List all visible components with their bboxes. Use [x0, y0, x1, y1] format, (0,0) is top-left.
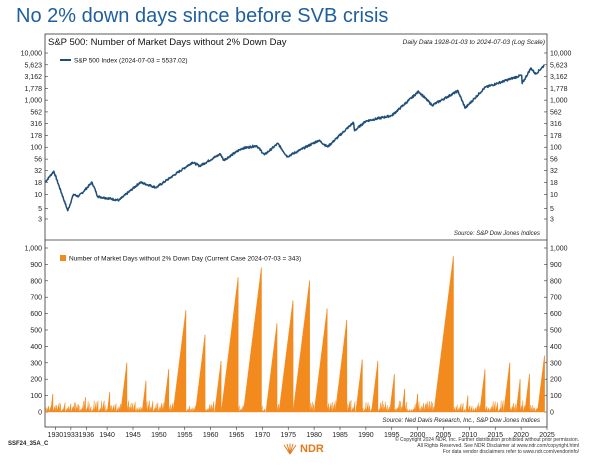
y-tick-label-left: 700 [30, 295, 42, 302]
y-tick-label-left: 100 [30, 145, 42, 152]
y-tick-label-left: 400 [30, 344, 42, 351]
x-tick-label: 2005 [436, 432, 452, 439]
x-tick-label: 1965 [229, 432, 245, 439]
legal-line: All Rights Reserved. See NDR Disclaimer … [417, 443, 579, 449]
x-tick-label: 2025 [539, 432, 555, 439]
y-tick-label-left: 18 [34, 180, 42, 187]
x-tick-label: 1985 [332, 432, 348, 439]
y-tick-label-left: 5,623 [24, 62, 42, 69]
chart-frame [44, 33, 548, 428]
y-tick-label-left: 562 [30, 109, 42, 116]
y-tick-label-left: 0 [38, 410, 42, 417]
y-tick-label-left: 56 [34, 157, 42, 164]
legal-line: For data vendor disclaimers refer to www… [442, 449, 579, 455]
x-tick-label: 1930 [48, 432, 64, 439]
y-tick-label-left: 500 [30, 328, 42, 335]
y-tick-label-right: 200 [550, 377, 562, 384]
y-tick-label-left: 1,000 [24, 246, 42, 253]
y-tick-label-right: 10 [550, 192, 558, 199]
x-tick-label: 1933 [63, 432, 79, 439]
y-tick-label-right: 562 [550, 109, 562, 116]
sp500-series-line [44, 64, 545, 212]
y-tick-label-right: 1,778 [550, 86, 568, 93]
y-tick-label-right: 316 [550, 121, 562, 128]
y-tick-label-left: 600 [30, 311, 42, 318]
ndr-logo: NDR [283, 443, 324, 455]
x-tick-label: 1995 [384, 432, 400, 439]
x-tick-label: 1955 [177, 432, 193, 439]
y-tick-label-right: 100 [550, 393, 562, 400]
y-tick-label-right: 900 [550, 262, 562, 269]
x-tick-label: 1970 [255, 432, 271, 439]
y-tick-label-left: 10,000 [21, 51, 43, 58]
logo-sunburst-icon [283, 443, 297, 455]
x-tick-label: 2020 [513, 432, 529, 439]
source-note-bars: Source: Ned Davis Research, Inc., S&P Do… [382, 418, 540, 424]
x-tick-label: 1960 [203, 432, 219, 439]
y-tick-label-left: 1,000 [24, 98, 42, 105]
x-tick-label: 1980 [306, 432, 322, 439]
y-tick-label-right: 300 [550, 360, 562, 367]
x-tick-label: 1990 [358, 432, 374, 439]
y-tick-label-right: 800 [550, 278, 562, 285]
chart-title: S&P 500: Number of Market Days without 2… [48, 37, 287, 48]
x-tick-label: 2000 [410, 432, 426, 439]
y-tick-label-left: 178 [30, 133, 42, 140]
y-tick-label-left: 32 [34, 168, 42, 175]
legend-swatch-bars [60, 255, 66, 261]
y-tick-label-left: 200 [30, 377, 42, 384]
y-tick-label-left: 5 [38, 206, 42, 213]
y-tick-label-left: 10 [34, 192, 42, 199]
y-tick-label-right: 32 [550, 168, 558, 175]
y-tick-label-right: 600 [550, 311, 562, 318]
chart-code: SSF24_35A_C [8, 441, 49, 447]
y-tick-label-left: 3,162 [24, 74, 42, 81]
y-tick-label-right: 500 [550, 328, 562, 335]
y-tick-label-right: 18 [550, 180, 558, 187]
y-tick-label-left: 1,778 [24, 86, 42, 93]
y-tick-label-right: 0 [550, 410, 554, 417]
y-tick-label-left: 900 [30, 262, 42, 269]
index-panel: 10,000 10,000 5,623 5,623 3,162 3,162 1,778 1,7… [21, 51, 572, 238]
y-tick-label-right: 100 [550, 145, 562, 152]
y-tick-label-left: 316 [30, 121, 42, 128]
x-tick-label: 1950 [151, 432, 167, 439]
x-tick-label: 1936 [79, 432, 95, 439]
y-tick-label-left: 800 [30, 278, 42, 285]
y-tick-label-right: 5,623 [550, 62, 568, 69]
y-tick-label-right: 3 [550, 217, 554, 224]
y-tick-label-right: 1,000 [550, 98, 568, 105]
x-tick-label: 1945 [125, 432, 141, 439]
y-tick-label-right: 3,162 [550, 74, 568, 81]
y-tick-label-right: 178 [550, 133, 562, 140]
legend-label-bars: Number of Market Days without 2% Down Da… [69, 256, 301, 263]
y-tick-label-right: 700 [550, 295, 562, 302]
source-note-index: Source: S&P Dow Jones Indices [454, 231, 540, 237]
y-tick-label-right: 400 [550, 344, 562, 351]
y-tick-label-right: 1,000 [550, 246, 568, 253]
legal-line: © Copyright 2024 NDR, Inc. Further distr… [394, 437, 579, 443]
y-tick-label-left: 300 [30, 360, 42, 367]
logo-text: NDR [300, 443, 324, 455]
x-tick-label: 1975 [280, 432, 296, 439]
legend-label-index: S&P 500 Index (2024-07-03 = 5537.02) [74, 58, 188, 65]
y-tick-label-right: 5 [550, 206, 554, 213]
chart-note: Daily Data 1928-01-03 to 2024-07-03 (Log… [403, 39, 545, 46]
x-tick-label: 1940 [99, 432, 115, 439]
headline: No 2% down days since before SVB crisis [16, 5, 389, 27]
y-tick-label-left: 100 [30, 393, 42, 400]
legal-notice: © Copyright 2024 NDR, Inc. Further distr… [395, 437, 579, 455]
x-tick-label: 2015 [487, 432, 503, 439]
x-tick-label: 2010 [462, 432, 478, 439]
y-tick-label-left: 3 [38, 217, 42, 224]
y-tick-label-right: 10,000 [550, 51, 572, 58]
y-tick-label-right: 56 [550, 157, 558, 164]
bars-panel: 0 0 100 100 200 200 300 300 400 400 500 500 600 600 70… [24, 246, 567, 440]
streak-bars-area [44, 256, 547, 413]
